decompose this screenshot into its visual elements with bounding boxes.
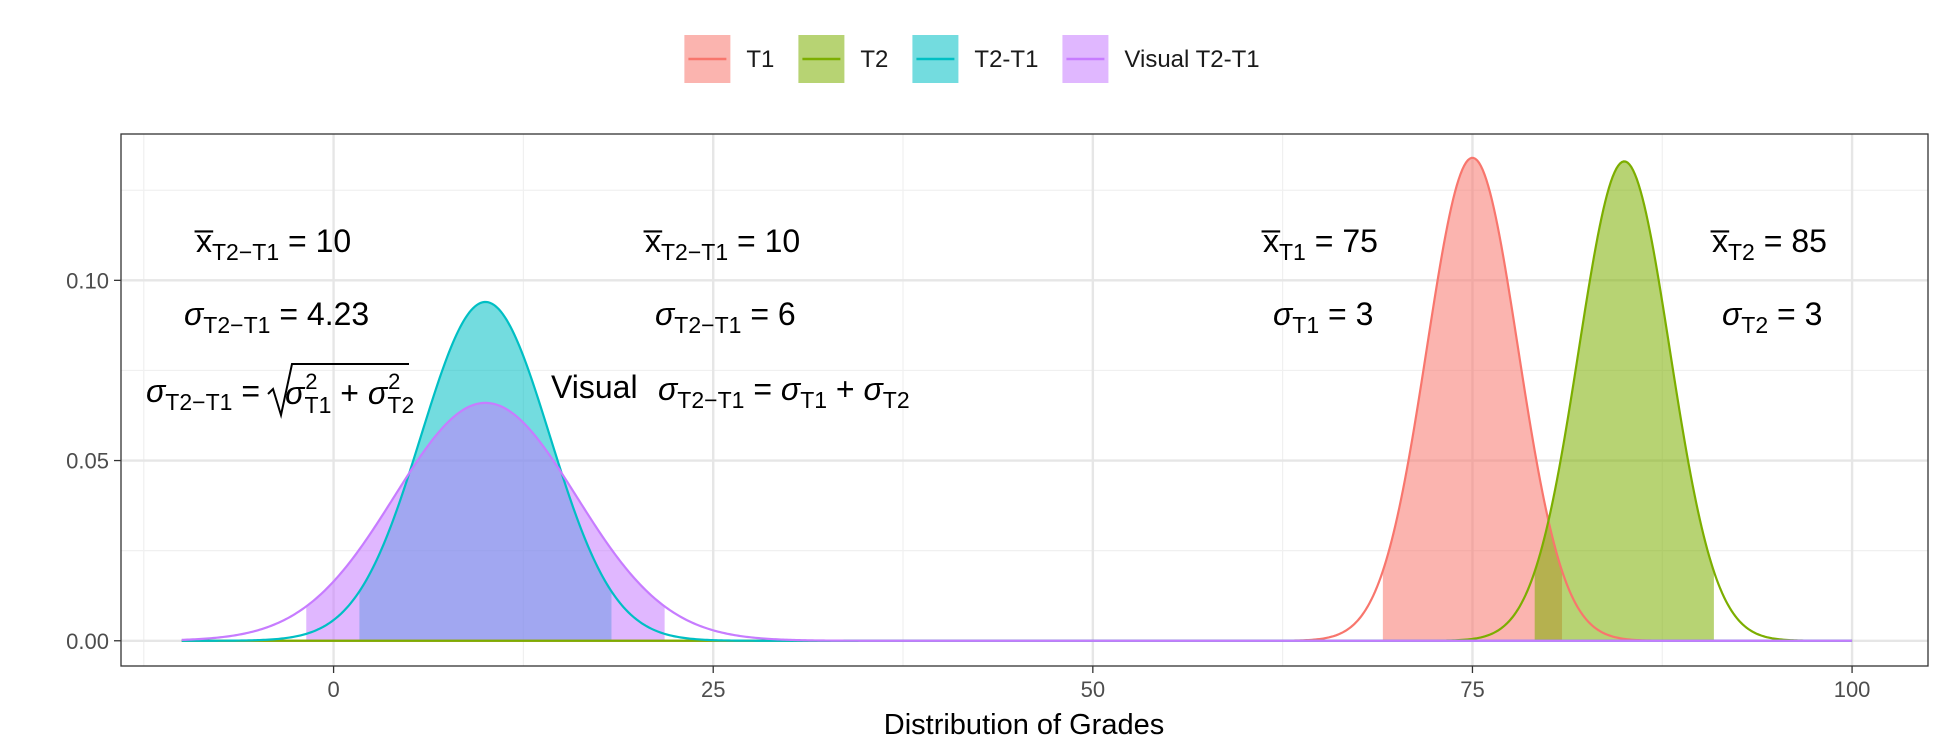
middle-formula-prefix: Visual bbox=[551, 369, 638, 405]
x-axis: 0 25 50 75 100 bbox=[327, 666, 1870, 702]
y-axis: 0.00 0.05 0.10 bbox=[66, 268, 121, 654]
t2-sd-label: σT2 = 3 bbox=[1722, 296, 1822, 338]
x-tick-label: 100 bbox=[1834, 677, 1871, 702]
x-tick-label: 75 bbox=[1460, 677, 1484, 702]
x-tick-label: 25 bbox=[701, 677, 725, 702]
y-tick-label: 0.05 bbox=[66, 449, 109, 474]
annotation-left: x̅T2−T1 = 10 σT2−T1 = 4.23 σT2−T1 = σ2 T1… bbox=[146, 223, 414, 419]
legend-label: T2-T1 bbox=[974, 46, 1038, 73]
plot-border bbox=[120, 133, 1929, 667]
density-area-t1 bbox=[1382, 157, 1563, 641]
legend-item-t2-t1: T2-T1 bbox=[912, 35, 1038, 83]
left-sd-label: σT2−T1 = 4.23 bbox=[184, 296, 369, 338]
annotation-middle: x̅T2−T1 = 10 σT2−T1 = 6 Visual σT2−T1 = … bbox=[551, 223, 910, 413]
middle-formula: σT2−T1 = σT1 + σT2 bbox=[658, 371, 910, 413]
y-tick-label: 0.10 bbox=[66, 268, 109, 293]
density-area-t2 bbox=[1534, 161, 1714, 641]
left-formula-radicand: σ2 T1 + σ2 T2 bbox=[285, 369, 414, 418]
density-area-visual-t2-t1 bbox=[306, 402, 665, 641]
density-lines bbox=[181, 156, 1853, 642]
annotations: x̅T2−T1 = 10 σT2−T1 = 4.23 σT2−T1 = σ2 T1… bbox=[146, 223, 1827, 419]
t2-mean-label: x̅T2 = 85 bbox=[1710, 223, 1827, 265]
x-tick-label: 50 bbox=[1081, 677, 1105, 702]
legend-item-t1: T1 bbox=[684, 35, 774, 83]
annotation-t1: x̅T1 = 75 σT1 = 3 bbox=[1261, 223, 1378, 338]
t1-sd-label: σT1 = 3 bbox=[1273, 296, 1373, 338]
y-tick-label: 0.00 bbox=[66, 629, 109, 654]
legend-item-t2: T2 bbox=[798, 35, 888, 83]
legend: T1 T2 T2-T1 Visual T2-T1 bbox=[684, 35, 1260, 83]
density-fills bbox=[306, 157, 1714, 641]
x-tick-label: 0 bbox=[327, 677, 339, 702]
left-mean-label: x̅T2−T1 = 10 bbox=[194, 223, 351, 265]
middle-mean-label: x̅T2−T1 = 10 bbox=[643, 223, 800, 265]
density-line-visual-t2-t1 bbox=[181, 401, 1853, 642]
annotation-t2: x̅T2 = 85 σT2 = 3 bbox=[1710, 223, 1827, 338]
legend-label: T1 bbox=[746, 46, 774, 73]
legend-label: T2 bbox=[860, 46, 888, 73]
sqrt-sign-icon bbox=[267, 363, 409, 419]
x-axis-title: Distribution of Grades bbox=[884, 709, 1164, 741]
middle-sd-label: σT2−T1 = 6 bbox=[655, 296, 796, 338]
t1-mean-label: x̅T1 = 75 bbox=[1261, 223, 1378, 265]
legend-label: Visual T2-T1 bbox=[1124, 46, 1259, 73]
left-formula-lhs: σT2−T1 = bbox=[146, 373, 260, 415]
legend-item-visual-t2-t1: Visual T2-T1 bbox=[1062, 35, 1260, 83]
